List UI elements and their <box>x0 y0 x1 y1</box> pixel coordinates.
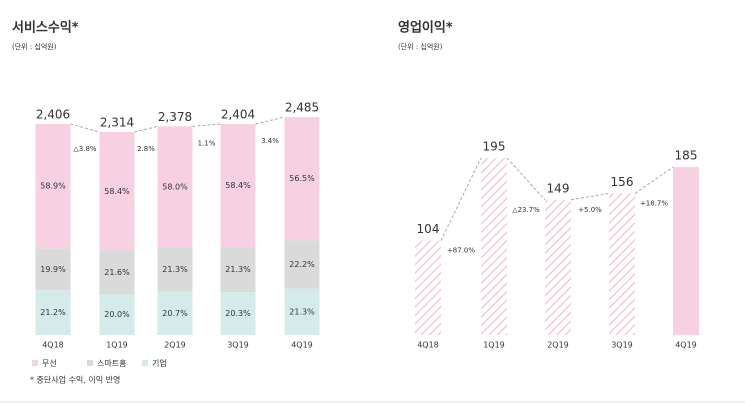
bar <box>609 193 635 335</box>
growth-label: △23.7% <box>512 206 540 214</box>
legend-swatch <box>32 360 38 366</box>
connector <box>255 116 285 125</box>
x-tick-label: 1Q19 <box>483 341 505 350</box>
bar <box>415 240 441 335</box>
value-label: 104 <box>417 222 440 236</box>
growth-label: +87.0% <box>447 247 475 255</box>
bar-segment <box>284 240 320 289</box>
bar-segment <box>220 292 256 335</box>
x-tick-label: 3Q19 <box>611 341 633 350</box>
segment-label: 21.3% <box>289 307 315 316</box>
growth-label: +5.0% <box>578 206 602 214</box>
total-label: 2,314 <box>100 116 134 130</box>
total-label: 2,404 <box>221 108 255 122</box>
x-tick-label: 3Q19 <box>227 341 249 350</box>
unit-label: (단위 : 십억원) <box>12 42 57 51</box>
legend-swatch <box>87 360 93 366</box>
segment-label: 56.5% <box>289 174 315 183</box>
connector <box>440 157 482 241</box>
segment-label: 22.2% <box>289 260 315 269</box>
legend-swatch <box>142 360 148 366</box>
segment-label: 58.9% <box>40 182 66 191</box>
x-tick-label: 4Q18 <box>42 341 64 350</box>
segment-label: 19.9% <box>40 265 66 274</box>
growth-label: 2.8% <box>137 145 155 153</box>
growth-label: △3.8% <box>73 145 97 153</box>
bar-segment <box>157 126 193 248</box>
growth-label: 3.4% <box>261 137 279 145</box>
segment-label: 20.7% <box>162 309 188 318</box>
connector <box>70 123 100 133</box>
x-tick-label: 1Q19 <box>106 341 128 350</box>
bar-segment <box>35 290 71 335</box>
segment-label: 21.6% <box>104 268 130 277</box>
connector <box>192 123 221 127</box>
bar-segment <box>157 291 193 335</box>
x-tick-label: 4Q19 <box>675 341 697 350</box>
bar-segment <box>35 123 71 249</box>
x-tick-label: 4Q19 <box>291 341 313 350</box>
x-tick-label: 2Q19 <box>164 341 186 350</box>
bar-segment <box>99 250 135 295</box>
segment-label: 58.4% <box>225 181 251 190</box>
segment-label: 21.2% <box>40 308 66 317</box>
growth-label: +18.7% <box>640 199 668 207</box>
growth-label: 1.1% <box>198 139 216 147</box>
segment-label: 58.4% <box>104 187 130 196</box>
legend-label: 기업 <box>152 359 167 368</box>
bar <box>481 158 507 335</box>
segment-label: 21.3% <box>162 265 188 274</box>
bar-segment <box>157 247 193 292</box>
bar-segment <box>284 117 320 241</box>
bar-segment <box>284 288 320 335</box>
segment-label: 58.0% <box>162 182 188 191</box>
value-label: 149 <box>547 181 570 195</box>
bar-segment <box>220 124 256 248</box>
total-label: 2,406 <box>36 107 70 121</box>
segment-label: 21.3% <box>225 265 251 274</box>
legend-label: 무선 <box>42 359 57 368</box>
chart-title: 영업이익* <box>398 20 453 36</box>
footnote: * 중단사업 수익, 이익 반영 <box>30 375 120 385</box>
bar-segment <box>35 248 71 291</box>
segment-label: 20.0% <box>104 310 130 319</box>
value-label: 156 <box>611 175 634 189</box>
bar-segment <box>220 247 256 293</box>
legend-label: 스마트홈 <box>97 358 126 368</box>
connector <box>506 157 546 201</box>
total-label: 2,485 <box>285 101 319 115</box>
x-tick-label: 4Q18 <box>417 341 439 350</box>
unit-label: (단위 : 십억원) <box>398 42 443 51</box>
connector <box>634 166 674 194</box>
value-label: 195 <box>483 140 506 154</box>
segment-label: 20.3% <box>225 309 251 318</box>
bar-segment <box>99 294 135 335</box>
connector <box>134 125 158 133</box>
chart-title: 서비스수익* <box>12 20 79 36</box>
bar-segment <box>99 132 135 251</box>
total-label: 2,378 <box>158 110 192 124</box>
bar <box>545 199 571 335</box>
value-label: 185 <box>675 149 698 163</box>
connector <box>570 192 610 201</box>
bar <box>673 167 699 335</box>
x-tick-label: 2Q19 <box>547 341 569 350</box>
